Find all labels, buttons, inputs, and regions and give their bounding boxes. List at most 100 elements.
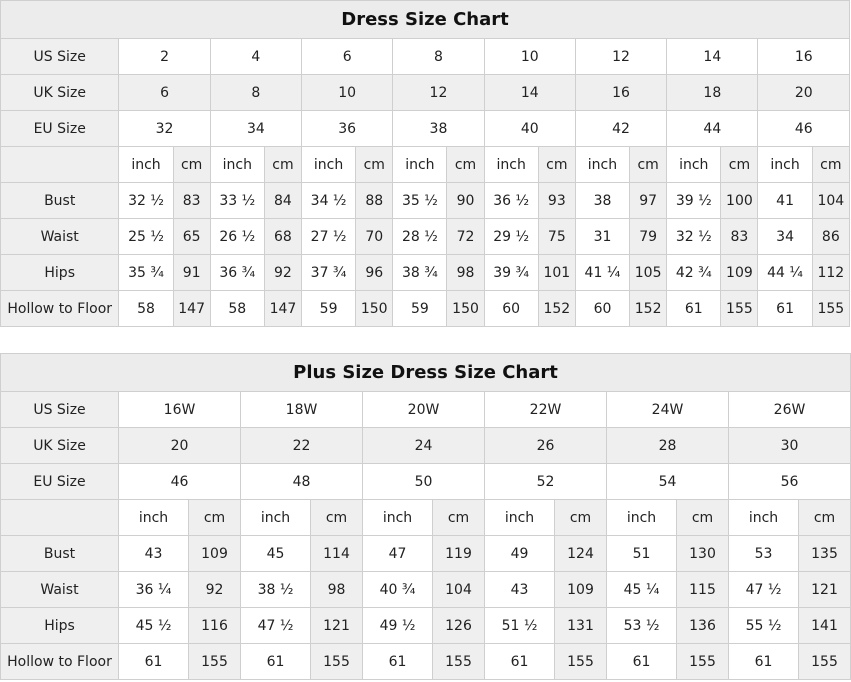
cm-cell: 83 xyxy=(720,218,759,255)
inch-cell: 39 ½ xyxy=(666,182,722,219)
inch-cell: 61 xyxy=(240,643,311,680)
cm-cell: 98 xyxy=(310,571,363,608)
size-cell: 4 xyxy=(209,38,303,75)
unit-inch: inch xyxy=(209,146,265,183)
size-cell: 10 xyxy=(483,38,576,75)
size-row: US Size 16W 18W 20W 22W 24W 26W xyxy=(0,391,851,428)
cm-cell: 98 xyxy=(446,254,485,291)
unit-inch: inch xyxy=(757,146,813,183)
inch-cell: 35 ½ xyxy=(392,182,448,219)
row-label: UK Size xyxy=(0,74,120,111)
inch-cell: 33 ½ xyxy=(209,182,265,219)
inch-cell: 61 xyxy=(728,643,799,680)
inch-cell: 60 xyxy=(574,290,631,327)
cm-cell: 124 xyxy=(554,535,607,572)
size-row: UK Size 6 8 10 12 14 16 18 20 xyxy=(0,74,850,111)
cm-cell: 136 xyxy=(676,607,729,644)
size-cell: 38 xyxy=(392,110,485,147)
cm-cell: 116 xyxy=(188,607,241,644)
inch-cell: 61 xyxy=(666,290,722,327)
row-label: Bust xyxy=(0,535,119,572)
dress-size-chart: Dress Size Chart US Size 2 4 6 8 10 12 14 16 UK Si… xyxy=(0,0,851,327)
inch-cell: 58 xyxy=(118,290,174,327)
size-cell: 46 xyxy=(757,110,850,147)
inch-cell: 29 ½ xyxy=(483,218,539,255)
size-cell: 48 xyxy=(240,463,363,500)
size-cell: 14 xyxy=(483,74,576,111)
inch-cell: 49 xyxy=(484,535,555,572)
unit-cm: cm xyxy=(188,499,241,536)
cm-cell: 101 xyxy=(537,254,576,291)
cm-cell: 104 xyxy=(432,571,485,608)
unit-cm: cm xyxy=(310,499,363,536)
inch-cell: 59 xyxy=(300,290,357,327)
unit-row: inch cm inch cm inch cm inch cm inch cm inch cm xyxy=(0,499,851,536)
unit-cm: cm xyxy=(720,146,759,183)
inch-cell: 38 ¾ xyxy=(392,254,448,291)
size-row: EU Size 32 34 36 38 40 42 44 46 xyxy=(0,110,850,147)
row-label: EU Size xyxy=(0,110,120,147)
unit-row: inch cm inch cm inch cm inch cm inch cm inch cm inch… xyxy=(0,146,851,183)
inch-cell: 36 ½ xyxy=(483,182,539,219)
inch-cell: 42 ¾ xyxy=(666,254,722,291)
cm-cell: 152 xyxy=(537,290,576,327)
inch-cell: 38 xyxy=(574,182,631,219)
size-cell: 12 xyxy=(574,38,668,75)
measure-row: Bust 43 109 45 114 47 119 49 124 51 130 53 135 xyxy=(0,535,851,572)
cm-cell: 90 xyxy=(446,182,485,219)
unit-cm: cm xyxy=(537,146,576,183)
row-label: Hips xyxy=(0,607,119,644)
inch-cell: 32 ½ xyxy=(666,218,722,255)
inch-cell: 45 xyxy=(240,535,311,572)
inch-cell: 61 xyxy=(606,643,677,680)
size-row: EU Size 46 48 50 52 54 56 xyxy=(0,463,851,500)
inch-cell: 61 xyxy=(362,643,433,680)
inch-cell: 36 ¾ xyxy=(209,254,265,291)
chart-title: Dress Size Chart xyxy=(0,0,850,39)
inch-cell: 28 ½ xyxy=(392,218,448,255)
size-cell: 18 xyxy=(666,74,759,111)
cm-cell: 135 xyxy=(797,535,851,572)
inch-cell: 45 ½ xyxy=(118,607,189,644)
inch-cell: 43 xyxy=(118,535,189,572)
row-label: Hollow to Floor xyxy=(0,643,119,680)
cm-cell: 88 xyxy=(355,182,394,219)
cm-cell: 112 xyxy=(811,254,851,291)
unit-cm: cm xyxy=(629,146,668,183)
row-label: Waist xyxy=(0,218,120,255)
unit-inch: inch xyxy=(574,146,631,183)
cm-cell: 96 xyxy=(355,254,394,291)
cm-cell: 105 xyxy=(629,254,668,291)
size-cell: 26 xyxy=(484,427,607,464)
cm-cell: 121 xyxy=(310,607,363,644)
inch-cell: 39 ¾ xyxy=(483,254,539,291)
size-cell: 24 xyxy=(362,427,485,464)
unit-inch: inch xyxy=(240,499,311,536)
unit-cm: cm xyxy=(554,499,607,536)
cm-cell: 104 xyxy=(811,182,851,219)
size-cell: 54 xyxy=(606,463,729,500)
cm-cell: 83 xyxy=(172,182,211,219)
row-label-empty xyxy=(0,146,120,183)
cm-cell: 152 xyxy=(629,290,668,327)
cm-cell: 92 xyxy=(263,254,303,291)
plus-size-dress-size-chart: Plus Size Dress Size Chart US Size 16W 18W 2… xyxy=(0,353,851,680)
title-row: Dress Size Chart xyxy=(0,0,850,39)
unit-inch: inch xyxy=(392,146,448,183)
unit-inch: inch xyxy=(118,146,174,183)
cm-cell: 155 xyxy=(797,643,851,680)
size-cell: 46 xyxy=(118,463,241,500)
cm-cell: 93 xyxy=(537,182,576,219)
cm-cell: 91 xyxy=(172,254,211,291)
inch-cell: 37 ¾ xyxy=(300,254,357,291)
cm-cell: 119 xyxy=(432,535,485,572)
inch-cell: 34 ½ xyxy=(300,182,357,219)
cm-cell: 155 xyxy=(720,290,759,327)
row-label: Hips xyxy=(0,254,120,291)
size-cell: 12 xyxy=(392,74,485,111)
size-cell: 50 xyxy=(362,463,485,500)
size-cell: 42 xyxy=(574,110,668,147)
cm-cell: 70 xyxy=(355,218,394,255)
cm-cell: 150 xyxy=(355,290,394,327)
cm-cell: 68 xyxy=(263,218,303,255)
